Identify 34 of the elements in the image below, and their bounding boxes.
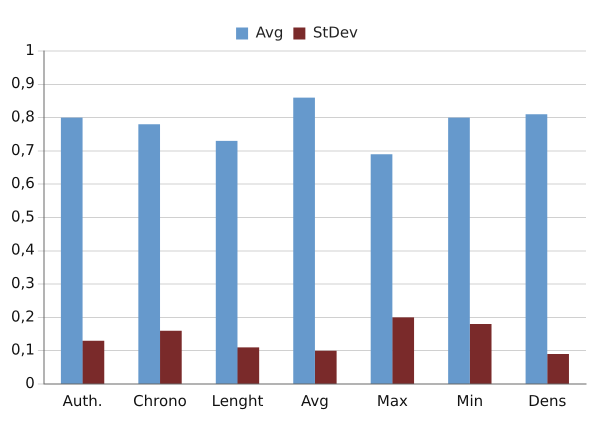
bar bbox=[370, 154, 392, 384]
y-tick-label: 0,6 bbox=[10, 174, 35, 192]
bar bbox=[470, 324, 492, 384]
x-tick-label: Chrono bbox=[133, 392, 187, 410]
x-tick-label: Auth. bbox=[62, 392, 103, 410]
x-tick-label: Lenght bbox=[212, 392, 264, 410]
y-tick-label: 1 bbox=[25, 40, 35, 59]
y-tick-label: 0,3 bbox=[10, 274, 35, 292]
bar bbox=[216, 140, 238, 384]
bar bbox=[138, 124, 160, 384]
y-tick-label: 0,5 bbox=[10, 207, 35, 226]
y-tick-label: 0,1 bbox=[10, 340, 35, 359]
bar bbox=[448, 118, 470, 384]
bar bbox=[526, 114, 548, 384]
legend-label: StDev bbox=[312, 23, 358, 42]
legend-label: Avg bbox=[256, 23, 284, 42]
y-tick-label: 0,2 bbox=[10, 307, 35, 326]
x-tick-label: Dens bbox=[528, 392, 567, 410]
y-tick-label: 0,9 bbox=[10, 74, 35, 92]
bar bbox=[60, 118, 83, 384]
bar bbox=[237, 347, 260, 384]
x-tick-label: Max bbox=[376, 392, 408, 410]
y-tick-label: 0 bbox=[25, 374, 35, 392]
y-tick-label: 0,7 bbox=[10, 140, 35, 159]
y-tick-label: 0,4 bbox=[10, 240, 35, 259]
bar bbox=[392, 317, 414, 384]
bar bbox=[547, 354, 569, 384]
bar bbox=[82, 340, 104, 384]
bar bbox=[293, 98, 315, 384]
x-tick-label: Avg bbox=[301, 392, 329, 410]
y-tick-label: 0,8 bbox=[10, 107, 35, 126]
bar bbox=[160, 330, 182, 384]
x-tick-label: Min bbox=[456, 392, 484, 410]
bar bbox=[314, 350, 337, 384]
